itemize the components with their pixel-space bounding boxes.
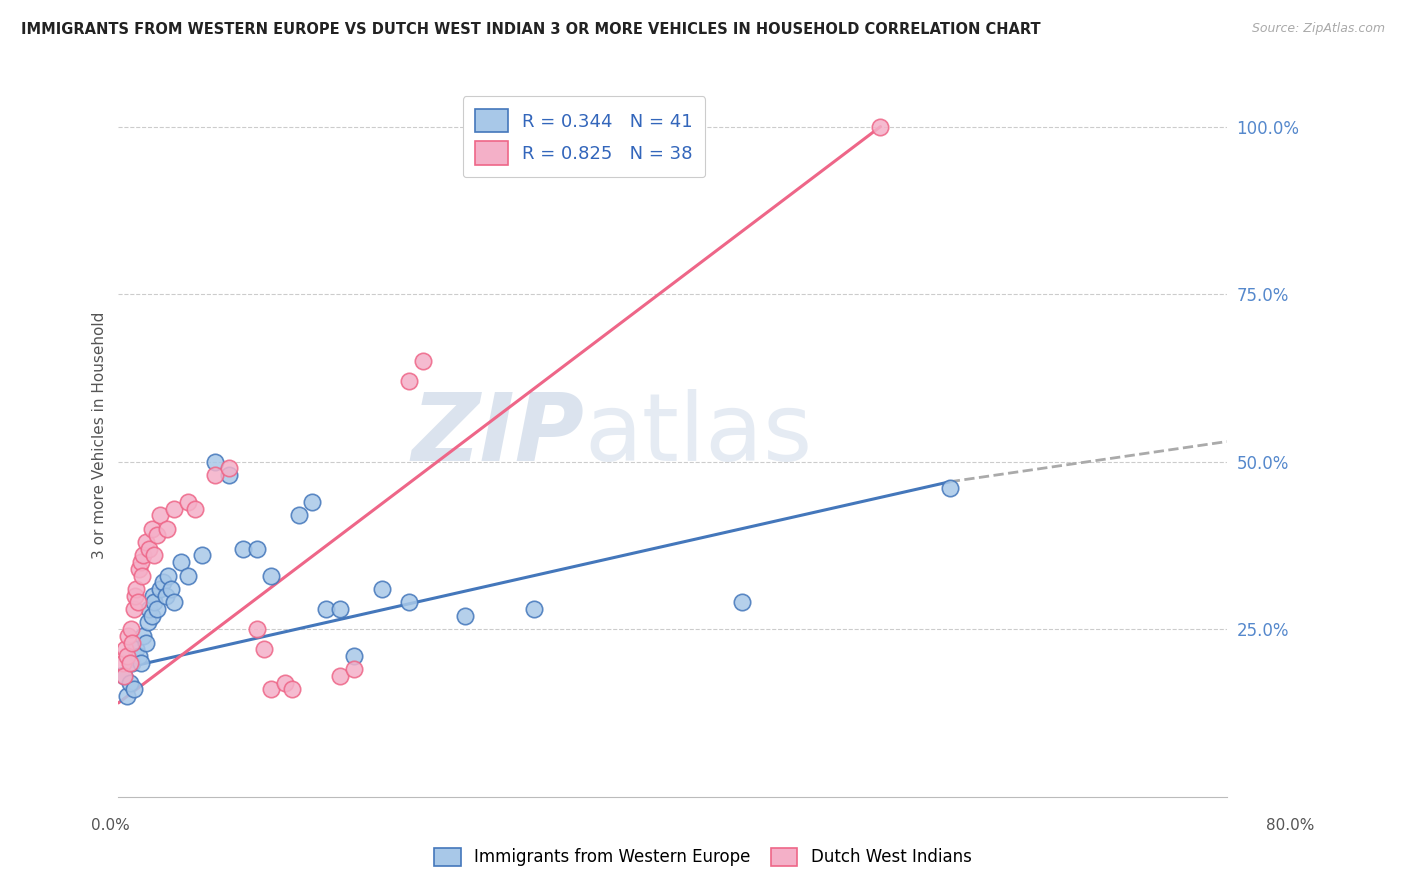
Text: 0.0%: 0.0%	[91, 818, 131, 832]
Point	[156, 522, 179, 536]
Point	[939, 482, 962, 496]
Point	[121, 635, 143, 649]
Point	[122, 682, 145, 697]
Point	[160, 582, 183, 596]
Point	[343, 648, 366, 663]
Point	[135, 635, 157, 649]
Point	[273, 675, 295, 690]
Point	[118, 656, 141, 670]
Point	[329, 669, 352, 683]
Point	[731, 595, 754, 609]
Point	[260, 682, 283, 697]
Point	[218, 461, 240, 475]
Point	[115, 689, 138, 703]
Point	[129, 555, 152, 569]
Point	[280, 682, 302, 697]
Legend: Immigrants from Western Europe, Dutch West Indians: Immigrants from Western Europe, Dutch We…	[427, 841, 979, 873]
Point	[124, 589, 146, 603]
Point	[141, 608, 163, 623]
Point	[163, 501, 186, 516]
Y-axis label: 3 or more Vehicles in Household: 3 or more Vehicles in Household	[93, 311, 107, 558]
Point	[138, 541, 160, 556]
Point	[128, 562, 150, 576]
Point	[125, 642, 148, 657]
Point	[329, 602, 352, 616]
Point	[260, 568, 283, 582]
Point	[121, 656, 143, 670]
Point	[142, 589, 165, 603]
Point	[146, 602, 169, 616]
Point	[127, 595, 149, 609]
Point	[183, 501, 205, 516]
Point	[146, 528, 169, 542]
Point	[149, 508, 172, 523]
Point	[370, 582, 392, 596]
Point	[115, 648, 138, 663]
Point	[112, 669, 135, 683]
Point	[111, 656, 134, 670]
Point	[157, 568, 180, 582]
Legend: R = 0.344   N = 41, R = 0.825   N = 38: R = 0.344 N = 41, R = 0.825 N = 38	[463, 96, 706, 178]
Point	[177, 495, 200, 509]
Point	[204, 455, 226, 469]
Point	[204, 468, 226, 483]
Point	[398, 374, 420, 388]
Point	[246, 622, 269, 636]
Point	[190, 549, 212, 563]
Point	[454, 608, 477, 623]
Point	[287, 508, 309, 523]
Point	[125, 582, 148, 596]
Point	[143, 595, 166, 609]
Point	[412, 354, 434, 368]
Point	[120, 622, 142, 636]
Point	[128, 648, 150, 663]
Point	[301, 495, 323, 509]
Text: ZIP: ZIP	[411, 389, 583, 481]
Text: Source: ZipAtlas.com: Source: ZipAtlas.com	[1251, 22, 1385, 36]
Point	[122, 602, 145, 616]
Point	[523, 602, 546, 616]
Point	[170, 555, 193, 569]
Point	[136, 615, 159, 630]
Point	[143, 549, 166, 563]
Point	[131, 568, 153, 582]
Point	[155, 589, 177, 603]
Point	[112, 669, 135, 683]
Point	[138, 602, 160, 616]
Text: 80.0%: 80.0%	[1267, 818, 1315, 832]
Point	[132, 549, 155, 563]
Text: atlas: atlas	[583, 389, 813, 481]
Point	[232, 541, 254, 556]
Point	[129, 656, 152, 670]
Point	[343, 662, 366, 676]
Point	[132, 629, 155, 643]
Point	[218, 468, 240, 483]
Point	[177, 568, 200, 582]
Point	[246, 541, 269, 556]
Point	[117, 629, 139, 643]
Point	[315, 602, 337, 616]
Point	[398, 595, 420, 609]
Point	[253, 642, 276, 657]
Text: IMMIGRANTS FROM WESTERN EUROPE VS DUTCH WEST INDIAN 3 OR MORE VEHICLES IN HOUSEH: IMMIGRANTS FROM WESTERN EUROPE VS DUTCH …	[21, 22, 1040, 37]
Point	[141, 522, 163, 536]
Point	[869, 120, 891, 134]
Point	[135, 535, 157, 549]
Point	[152, 575, 174, 590]
Point	[118, 675, 141, 690]
Point	[163, 595, 186, 609]
Point	[149, 582, 172, 596]
Point	[114, 642, 136, 657]
